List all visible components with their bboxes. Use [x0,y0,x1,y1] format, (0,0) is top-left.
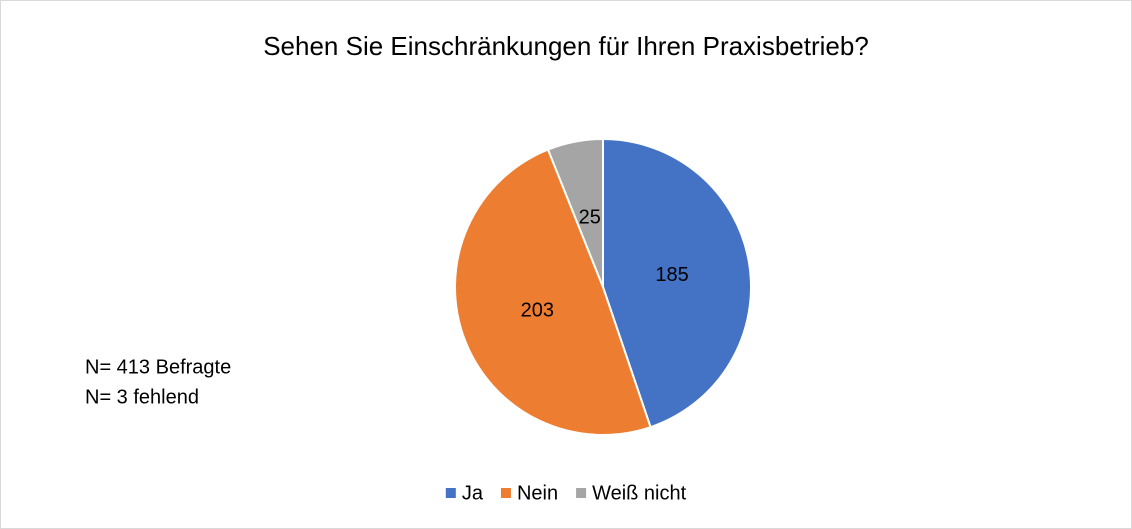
annotation: N= 413 Befragte [85,356,231,378]
legend-label: Ja [462,482,484,504]
chart-title: Sehen Sie Einschränkungen für Ihren Prax… [263,31,869,61]
pie-slice [546,137,604,288]
legend-swatch [445,488,456,498]
legend-label: Weiß nicht [592,482,687,504]
legend-label: Nein [517,482,558,504]
legend-swatch [576,488,587,498]
legend-swatch [500,488,511,498]
pie-slice [454,148,652,436]
pie-slice [602,137,752,429]
data-label: 185 [655,264,688,286]
data-label: 25 [579,207,601,229]
data-label: 203 [521,300,554,322]
annotation: N= 3 fehlend [85,386,199,408]
